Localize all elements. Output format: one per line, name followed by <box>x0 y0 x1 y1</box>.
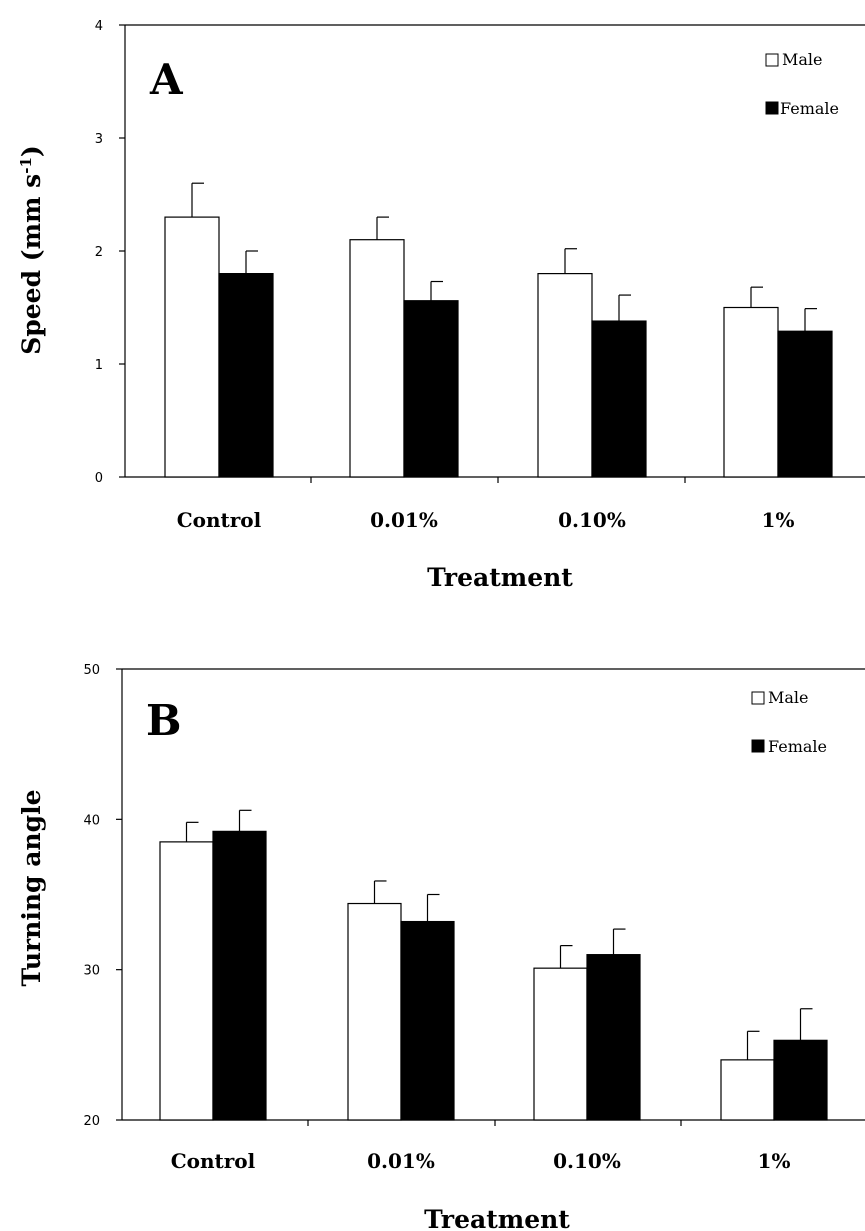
legend-a-male-label: Male <box>782 50 823 69</box>
panel-a-y-title-end: ) <box>17 145 46 157</box>
panel-a-y-title-sup: -1 <box>17 157 35 174</box>
panel-b-x-axis-title: Treatment <box>424 1205 570 1231</box>
b-bar-female <box>400 920 455 1121</box>
a-category-label: 0.01% <box>370 508 438 532</box>
panel-a-x-axis-ticks <box>310 477 686 483</box>
a-y-tick-label: 3 <box>95 132 103 147</box>
a-bar-male <box>723 306 779 478</box>
b-bar-male <box>347 902 402 1121</box>
panel-b-x-axis-ticks <box>307 1120 682 1126</box>
a-category-label: Control <box>177 508 262 532</box>
a-category-label: 1% <box>762 508 795 532</box>
a-y-tick-label: 4 <box>95 19 103 34</box>
a-bar-female <box>218 273 274 478</box>
panel-b-category-labels: Control 0.01% 0.10% 1% <box>171 1149 791 1173</box>
panel-b-y-axis-title: Turning angle <box>17 790 46 987</box>
panel-a-y-title-main: Speed (mm s <box>17 174 46 355</box>
a-y-tick-label: 2 <box>95 245 103 260</box>
b-y-tick-label: 20 <box>83 1114 100 1129</box>
a-y-tick-label: 0 <box>95 471 103 486</box>
a-y-tick-label: 1 <box>95 358 103 373</box>
panel-b-letter: B <box>146 696 182 745</box>
b-bar-male <box>533 967 588 1121</box>
panel-a-legend: Male Female <box>765 50 839 118</box>
a-bar-male <box>537 273 593 478</box>
legend-b-female-swatch <box>751 739 765 753</box>
panel-a-bars <box>164 182 833 478</box>
a-bar-female <box>403 300 459 478</box>
a-bar-female <box>777 330 833 478</box>
panel-a-y-axis-title: Speed (mm s-1) <box>17 145 46 355</box>
b-bar-female <box>773 1039 828 1121</box>
panel-b: 20 30 40 50 Control 0.01% 0.10% 1% B Male Fema… <box>17 663 865 1231</box>
panel-a-category-labels: Control 0.01% 0.10% 1% <box>177 508 795 532</box>
panel-b-legend: Male Female <box>751 688 827 756</box>
a-bar-male <box>164 216 220 478</box>
b-y-tick-label: 30 <box>83 964 100 979</box>
panel-a-x-axis-title: Treatment <box>427 563 573 592</box>
b-y-tick-label: 40 <box>83 813 100 828</box>
legend-a-female-swatch <box>765 101 779 115</box>
legend-b-male-label: Male <box>768 688 809 707</box>
legend-a-male-swatch <box>765 53 779 67</box>
b-bar-male <box>720 1059 775 1121</box>
legend-b-female-label: Female <box>768 737 827 756</box>
panel-a-y-axis-ticks: 0 1 2 3 4 <box>95 19 125 486</box>
panel-b-bars <box>159 809 828 1121</box>
b-category-label: 0.10% <box>553 1149 621 1173</box>
a-bar-male <box>349 239 405 478</box>
a-bar-female <box>591 320 647 478</box>
panel-b-y-axis-ticks: 20 30 40 50 <box>83 663 122 1129</box>
b-category-label: 1% <box>758 1149 791 1173</box>
legend-a-female-label: Female <box>780 99 839 118</box>
b-category-label: 0.01% <box>367 1149 435 1173</box>
b-category-label: Control <box>171 1149 256 1173</box>
legend-b-male-swatch <box>751 691 765 705</box>
a-category-label: 0.10% <box>558 508 626 532</box>
b-bar-female <box>212 830 267 1121</box>
panel-a-letter: A <box>149 55 184 104</box>
b-bar-male <box>159 841 214 1121</box>
b-bar-female <box>586 954 641 1121</box>
b-y-tick-label: 50 <box>83 663 100 678</box>
